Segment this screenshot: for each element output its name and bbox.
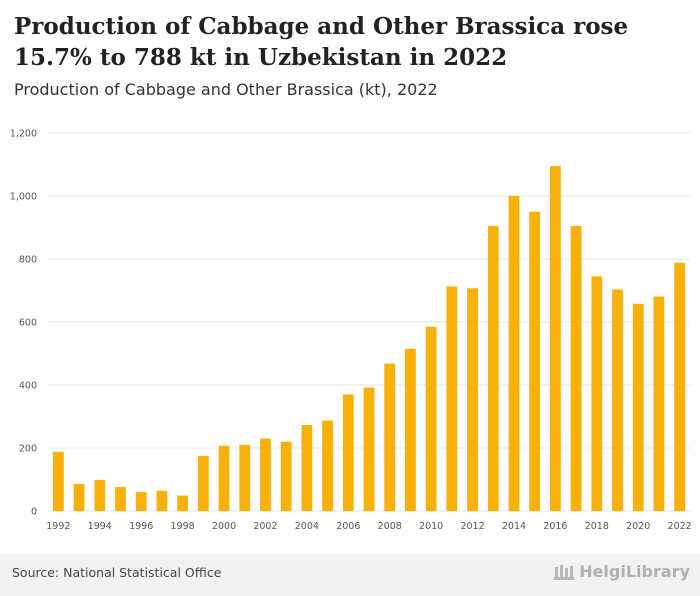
bar-1997[interactable] xyxy=(156,490,168,511)
x-tick-label: 2022 xyxy=(668,521,692,532)
bar-2019[interactable] xyxy=(612,289,623,511)
bar-2005[interactable] xyxy=(322,420,333,511)
bar-1996[interactable] xyxy=(135,492,147,511)
bar-2000[interactable] xyxy=(218,445,230,511)
bar-2001[interactable] xyxy=(239,444,251,511)
bar-2010[interactable] xyxy=(425,326,437,511)
y-tick-label: 1,000 xyxy=(10,192,37,203)
bar-2016[interactable] xyxy=(550,166,561,511)
grid-layer xyxy=(48,132,690,512)
bar-2015[interactable] xyxy=(529,211,541,511)
bar-1993[interactable] xyxy=(73,483,85,511)
helgilibrary-logo[interactable]: HelgiLibrary xyxy=(553,561,690,581)
x-tick-label: 2006 xyxy=(336,521,360,532)
y-tick-label: 800 xyxy=(19,255,37,266)
bar-2003[interactable] xyxy=(280,441,292,511)
chart-subtitle: Production of Cabbage and Other Brassica… xyxy=(14,80,438,99)
bar-chart: 1992 1994 1996 1998 2000 2002 2004 2006 2008 2010… xyxy=(10,129,692,533)
bar-2018[interactable] xyxy=(591,276,603,511)
y-tick-label: 400 xyxy=(19,381,37,392)
bar-2013[interactable] xyxy=(487,225,499,512)
x-tick-label: 2018 xyxy=(585,521,609,532)
x-tick-label: 1994 xyxy=(88,521,112,532)
source-note: Source: National Statistical Office xyxy=(12,565,222,580)
bar-1995[interactable] xyxy=(115,487,126,511)
x-tick-label: 2004 xyxy=(295,521,319,532)
x-tick-label: 2020 xyxy=(626,521,650,532)
x-tick-label: 2014 xyxy=(502,521,526,532)
x-tick-label: 1996 xyxy=(129,521,153,532)
bar-layer xyxy=(52,166,686,512)
x-tick-label: 1998 xyxy=(171,521,195,532)
bar-2014[interactable] xyxy=(508,196,520,511)
bar-2008[interactable] xyxy=(384,363,396,511)
bar-1994[interactable] xyxy=(94,479,106,511)
x-tick-label: 2016 xyxy=(543,521,567,532)
bar-2020[interactable] xyxy=(632,303,644,511)
x-tick-label: 2002 xyxy=(253,521,277,532)
x-tick-label: 2008 xyxy=(378,521,402,532)
footer: Source: National Statistical Office Helg… xyxy=(0,554,700,596)
bar-1999[interactable] xyxy=(197,455,209,511)
x-tick-label: 2012 xyxy=(460,521,484,532)
bar-2004[interactable] xyxy=(301,425,313,511)
y-tick-label: 0 xyxy=(31,507,37,518)
header: Production of Cabbage and Other Brassica… xyxy=(0,0,700,114)
bar-2012[interactable] xyxy=(467,288,478,511)
bar-2006[interactable] xyxy=(342,394,354,511)
logo-text: HelgiLibrary xyxy=(579,561,690,581)
bar-2011[interactable] xyxy=(446,286,458,511)
x-tick-label: 1992 xyxy=(46,521,70,532)
y-tick-layer: 0 200 400 600 800 1,000 1,200 xyxy=(10,129,37,518)
bar-2022[interactable] xyxy=(674,262,686,511)
x-tick-label: 2010 xyxy=(419,521,443,532)
y-tick-label: 600 xyxy=(19,318,37,329)
library-icon xyxy=(554,565,575,580)
bar-2007[interactable] xyxy=(363,387,375,511)
bar-1998[interactable] xyxy=(177,495,188,511)
x-tick-layer: 1992 1994 1996 1998 2000 2002 2004 2006 2008 2010… xyxy=(46,521,691,532)
bar-2002[interactable] xyxy=(260,438,271,511)
page-title: Production of Cabbage and Other Brassica… xyxy=(14,13,629,71)
bar-1992[interactable] xyxy=(52,451,64,511)
chart-area: 1992 1994 1996 1998 2000 2002 2004 2006 2008 2010… xyxy=(0,114,700,554)
bar-2021[interactable] xyxy=(653,296,665,511)
y-tick-label: 1,200 xyxy=(10,129,37,140)
bar-2009[interactable] xyxy=(405,348,416,511)
x-tick-label: 2000 xyxy=(212,521,236,532)
y-tick-label: 200 xyxy=(19,444,37,455)
bar-2017[interactable] xyxy=(570,225,582,512)
